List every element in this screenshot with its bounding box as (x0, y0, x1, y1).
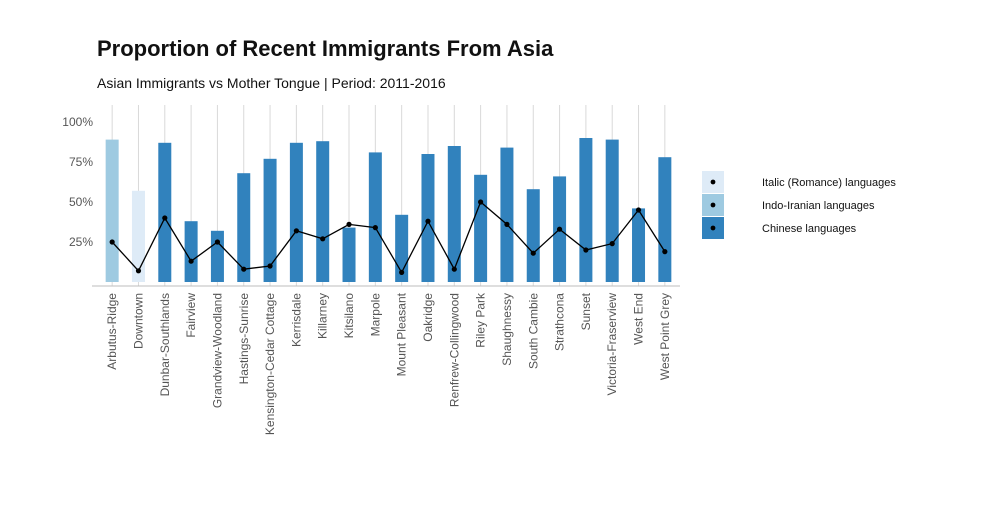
line-point (135, 268, 142, 274)
x-tick-label: Riley Park (474, 292, 488, 348)
bar (316, 141, 330, 282)
line-point (635, 207, 642, 213)
line-point (162, 215, 168, 221)
x-tick-label: Dunbar-Southlands (158, 293, 172, 396)
bar (263, 158, 277, 282)
y-tick-label: 100% (62, 115, 93, 129)
x-tick-label: Fairview (184, 293, 198, 338)
bar (526, 189, 540, 282)
line-point (583, 247, 589, 253)
line-point (267, 263, 273, 269)
legend-point (710, 225, 716, 231)
line-point (609, 241, 615, 247)
legend-label: Chinese languages (762, 223, 857, 235)
x-tick-label: Victoria-Fraserview (605, 293, 619, 396)
line-point (346, 221, 352, 227)
x-tick-label: Hastings-Sunrise (237, 293, 251, 385)
bars (105, 138, 672, 282)
line-point (556, 226, 563, 232)
x-tick-label: Kerrisdale (289, 293, 303, 347)
line-point (478, 199, 484, 205)
line-point (530, 250, 536, 256)
x-tick-label: Kensington-Cedar Cottage (263, 293, 277, 435)
bar (658, 157, 672, 282)
chart-subtitle: Asian Immigrants vs Mother Tongue | Peri… (97, 75, 446, 91)
x-tick-label: Grandview-Woodland (210, 293, 224, 408)
x-tick-label: Kitsilano (342, 293, 356, 339)
line-point (293, 228, 299, 234)
x-tick-label: Strathcona (553, 293, 567, 351)
bar (421, 154, 435, 282)
legend-point (710, 179, 716, 185)
x-tick-label: Arbutus-Ridge (105, 293, 119, 370)
chart-title: Proportion of Recent Immigrants From Asi… (97, 36, 554, 61)
line-point (214, 239, 221, 245)
x-tick-label: Killarney (316, 293, 330, 339)
line-point (241, 266, 247, 272)
legend-label: Indo-Iranian languages (762, 200, 875, 212)
line-point (399, 269, 405, 275)
line-point (504, 221, 510, 227)
line-path (111, 200, 666, 274)
bar (474, 174, 488, 282)
x-tick-label: Mount Pleasant (395, 292, 409, 376)
line-point (451, 266, 457, 272)
line-point (320, 236, 326, 242)
legend: Italic (Romance) languages Indo-Iranian l… (702, 171, 896, 239)
bar (500, 147, 514, 282)
x-tick-label: Shaughnessy (500, 293, 514, 366)
line-point (109, 239, 115, 245)
x-tick-label: West Point Grey (658, 293, 672, 380)
x-tick-label: West End (632, 293, 646, 345)
x-tick-label: Renfrew-Collingwood (447, 293, 461, 407)
x-tick-label: Downtown (131, 293, 145, 349)
legend-label: Italic (Romance) languages (762, 177, 896, 189)
bar (158, 142, 172, 282)
bar (342, 227, 356, 282)
bar (105, 139, 119, 282)
axes: 100% 75% 50% 25% Arbutus-Ridge Downtown Dunbar… (62, 115, 680, 435)
line-point (188, 258, 194, 264)
bar (579, 138, 593, 282)
line-point (425, 218, 431, 224)
line-point (662, 249, 668, 255)
mother-tongue-line (109, 199, 668, 275)
x-tick-label: Oakridge (421, 293, 435, 342)
line-point (372, 225, 378, 231)
bar (368, 152, 382, 282)
y-tick-label: 50% (69, 195, 93, 209)
legend-point (710, 202, 716, 208)
bar (289, 142, 303, 282)
bar (210, 230, 224, 282)
y-tick-label: 75% (69, 155, 93, 169)
bar (605, 139, 619, 282)
bar (131, 190, 145, 282)
bar (632, 208, 646, 282)
bar (447, 146, 461, 282)
x-tick-label: Sunset (579, 292, 593, 330)
x-tick-label: Marpole (368, 293, 382, 337)
y-tick-label: 25% (69, 235, 93, 249)
x-tick-label: South Cambie (526, 293, 540, 369)
bar (237, 173, 251, 282)
bar (184, 221, 198, 282)
